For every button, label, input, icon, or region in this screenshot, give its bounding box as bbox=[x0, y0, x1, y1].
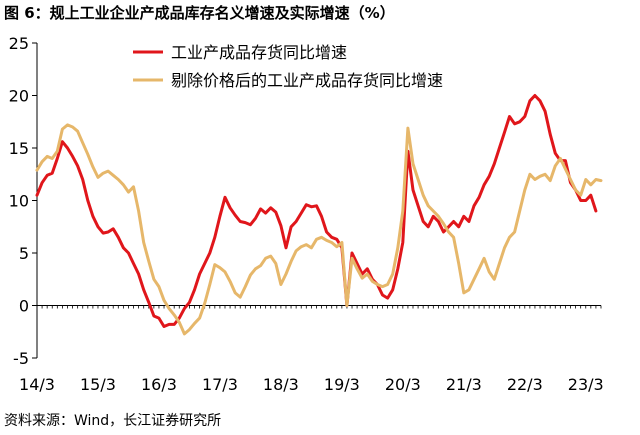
legend-label: 剔除价格后的工业产成品存货同比增速 bbox=[171, 71, 443, 90]
source-note: 资料来源：Wind，长江证券研究所 bbox=[4, 413, 222, 429]
series-line-nominal bbox=[35, 94, 598, 328]
y-tick-label: 10 bbox=[9, 192, 29, 211]
x-tick-label: 14/3 bbox=[19, 375, 55, 394]
x-tick-label: 22/3 bbox=[507, 375, 543, 394]
x-tick-label: 19/3 bbox=[324, 375, 360, 394]
x-tick-label: 21/3 bbox=[446, 375, 482, 394]
x-tick-label: 15/3 bbox=[80, 375, 116, 394]
x-tick-label: 16/3 bbox=[141, 375, 177, 394]
series-line-real bbox=[35, 123, 603, 336]
chart-title: 图 6：规上工业企业产成品库存名义增速及实际增速（%） bbox=[4, 4, 395, 22]
y-tick-label: 0 bbox=[19, 297, 29, 316]
y-tick-label: 25 bbox=[9, 34, 29, 53]
legend-label: 工业产成品存货同比增速 bbox=[171, 43, 347, 62]
x-tick-label: 18/3 bbox=[263, 375, 299, 394]
y-tick-label: 20 bbox=[9, 87, 29, 106]
x-tick-label: 23/3 bbox=[568, 375, 604, 394]
chart-series bbox=[35, 94, 603, 336]
y-tick-label: 15 bbox=[9, 139, 29, 158]
x-tick-label: 17/3 bbox=[202, 375, 238, 394]
line-chart: -5 0 5 10 15 20 25 14/3 15/3 16/3 17/3 18/3 19/3 20/3… bbox=[9, 34, 604, 394]
y-tick-label: -5 bbox=[13, 349, 29, 368]
chart-axes: -5 0 5 10 15 20 25 14/3 15/3 16/3 17/3 18/3 19/3 20/3… bbox=[9, 34, 604, 394]
y-tick-label: 5 bbox=[19, 244, 29, 263]
x-tick-label: 20/3 bbox=[385, 375, 421, 394]
